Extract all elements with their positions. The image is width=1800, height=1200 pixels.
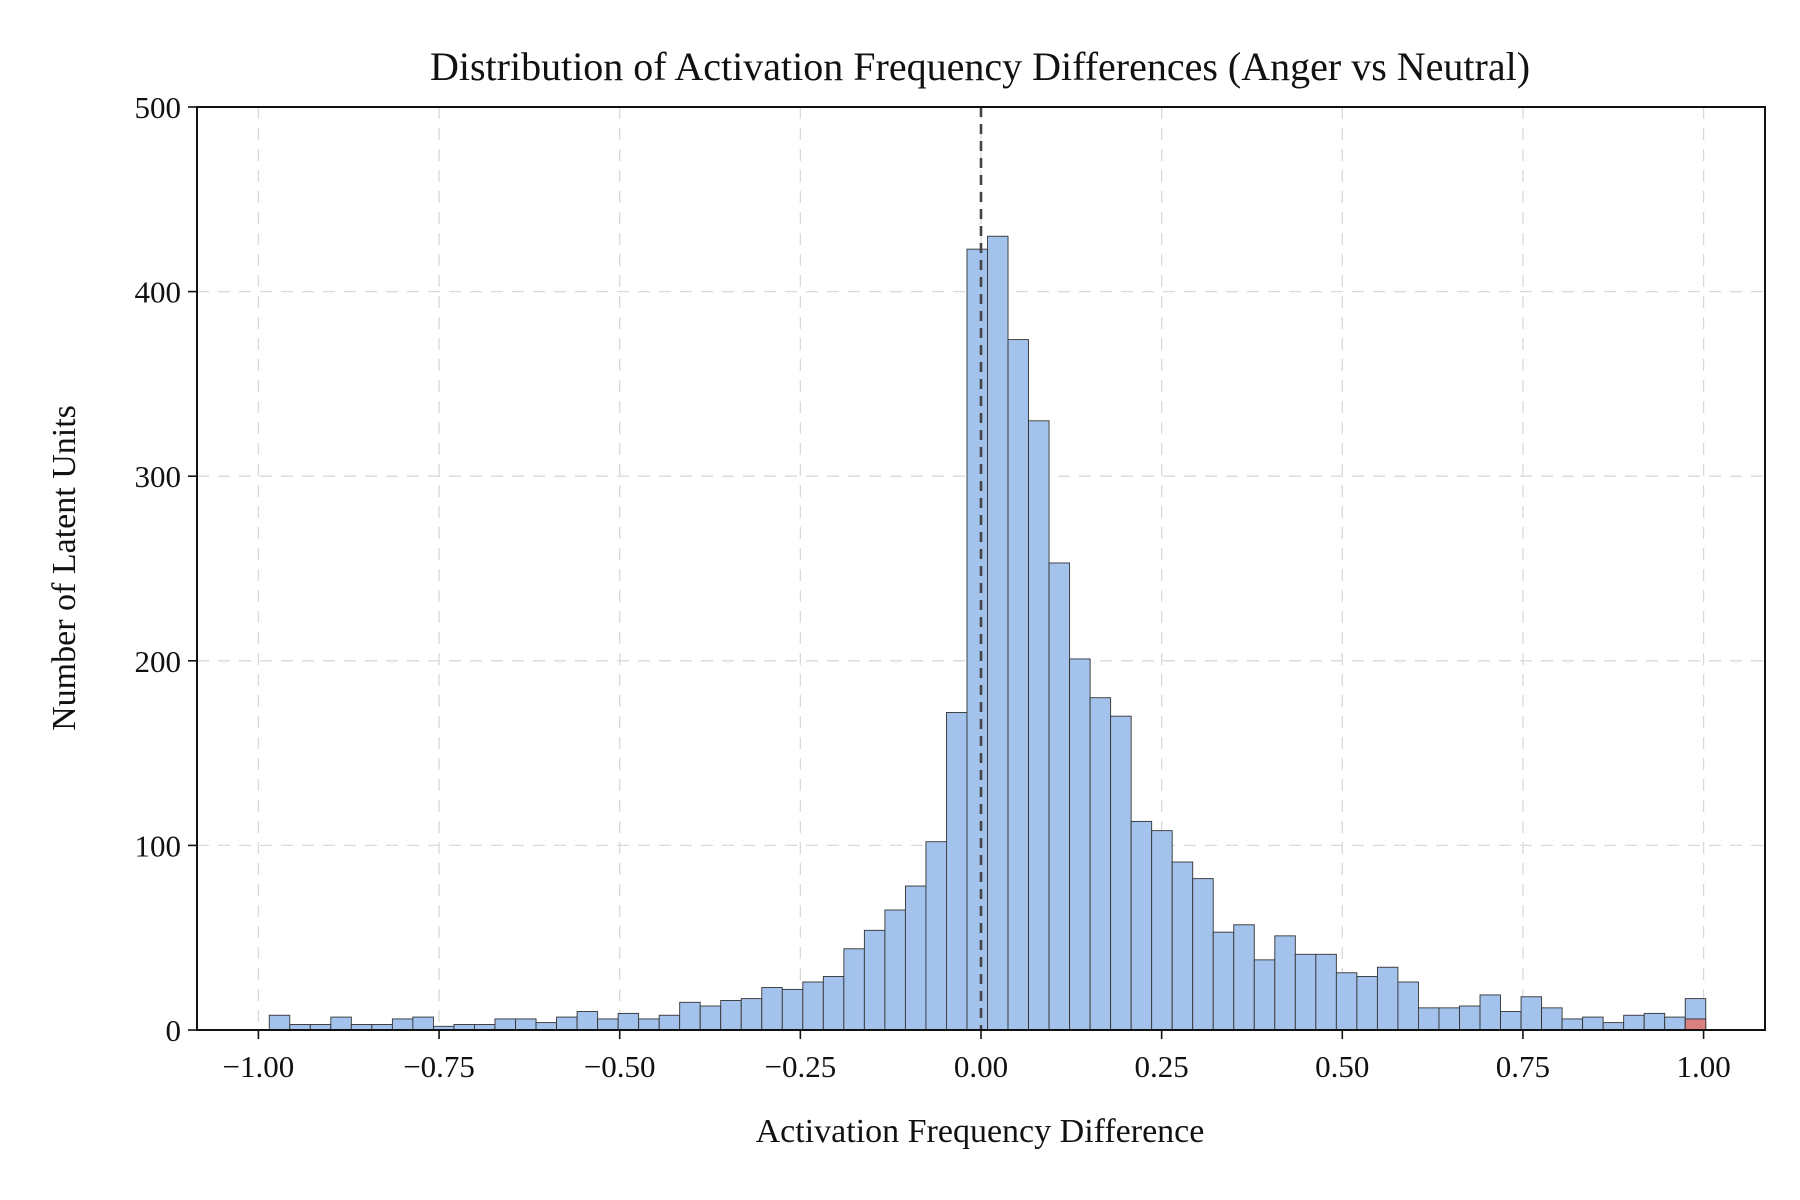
bar-47	[1233, 924, 1255, 1031]
bar-21	[699, 1005, 722, 1031]
bar-36	[1007, 339, 1029, 1031]
bar-56	[1418, 1007, 1440, 1031]
bar-23	[740, 998, 763, 1031]
x-tick-label-3: −0.25	[764, 1049, 836, 1084]
bar-48	[1253, 959, 1276, 1031]
x-tick-label-6: 0.50	[1315, 1049, 1369, 1084]
y-axis-label: Number of Latent Units	[46, 405, 83, 731]
bar-38	[1048, 562, 1071, 1031]
bar-7	[412, 1016, 434, 1031]
bar-0	[268, 1014, 291, 1031]
bar-58	[1459, 1005, 1481, 1031]
bar-19	[658, 1014, 681, 1031]
x-tick-label-8: 1.00	[1676, 1049, 1730, 1084]
bar-18	[638, 1018, 660, 1031]
bar-24	[761, 987, 783, 1031]
bar-13	[535, 1022, 558, 1031]
highlight-bar	[1684, 1018, 1707, 1031]
y-tick-label-3: 300	[135, 459, 182, 494]
bar-65	[1602, 1022, 1625, 1031]
bar-64	[1582, 1016, 1604, 1031]
bar-50	[1294, 953, 1317, 1031]
bar-52	[1335, 972, 1358, 1031]
bar-46	[1212, 931, 1235, 1031]
bar-26	[802, 981, 824, 1031]
bar-42	[1130, 820, 1153, 1031]
chart-title: Distribution of Activation Frequency Dif…	[430, 44, 1530, 89]
y-tick-label-4: 400	[135, 275, 182, 310]
bar-39	[1069, 658, 1091, 1031]
x-tick-label-5: 0.25	[1135, 1049, 1189, 1084]
bar-20	[679, 1001, 701, 1031]
bar-63	[1561, 1018, 1584, 1031]
bar-33	[946, 712, 968, 1031]
bar-61	[1520, 996, 1543, 1031]
bar-28	[843, 948, 865, 1031]
bar-62	[1541, 1007, 1563, 1031]
y-axis-ticks: 0 100 200 300 400 500	[135, 90, 197, 1048]
bar-35	[987, 235, 1009, 1031]
bar-40	[1089, 697, 1112, 1031]
bar-25	[781, 988, 804, 1031]
bar-34	[966, 248, 988, 1031]
bar-60	[1500, 1011, 1522, 1031]
bar-66	[1623, 1014, 1645, 1031]
x-tick-label-2: −0.50	[584, 1049, 656, 1084]
x-tick-label-7: 0.75	[1496, 1049, 1550, 1084]
bar-41	[1110, 715, 1132, 1031]
bar-12	[515, 1018, 537, 1031]
y-tick-label-2: 200	[135, 644, 182, 679]
bar-68	[1664, 1016, 1686, 1031]
x-axis-label: Activation Frequency Difference	[756, 1113, 1205, 1150]
bar-45	[1192, 878, 1214, 1031]
x-axis-ticks: −1.00 −0.75 −0.50 −0.25 0.00 0.25 0.50 0.75 1.00	[223, 1030, 1731, 1084]
bar-67	[1643, 1012, 1666, 1031]
bar-54	[1376, 966, 1399, 1031]
bar-37	[1028, 420, 1050, 1031]
bar-17	[617, 1012, 640, 1031]
bar-29	[863, 929, 886, 1031]
bar-49	[1274, 935, 1296, 1031]
bar-15	[576, 1011, 599, 1031]
bar-53	[1356, 976, 1378, 1031]
bar-59	[1479, 994, 1501, 1031]
y-tick-label-1: 100	[135, 828, 182, 863]
bar-55	[1397, 981, 1419, 1031]
bar-57	[1438, 1007, 1460, 1031]
bar-31	[904, 885, 927, 1031]
bar-22	[720, 1000, 742, 1031]
bar-11	[494, 1018, 516, 1031]
bar-6	[391, 1018, 414, 1031]
bar-30	[884, 909, 906, 1031]
y-tick-label-5: 500	[135, 90, 182, 125]
y-tick-label-0: 0	[166, 1013, 182, 1048]
bar-3	[330, 1016, 352, 1031]
histogram-bars	[268, 235, 1707, 1031]
bar-16	[597, 1018, 619, 1031]
bar-14	[556, 1016, 578, 1031]
bar-43	[1151, 830, 1173, 1031]
bar-44	[1171, 861, 1194, 1031]
x-tick-label-1: −0.75	[403, 1049, 475, 1084]
x-tick-label-0: −1.00	[223, 1049, 295, 1084]
x-tick-label-4: 0.00	[954, 1049, 1008, 1084]
bar-32	[925, 841, 947, 1031]
bar-51	[1315, 953, 1337, 1031]
bar-27	[822, 976, 845, 1031]
